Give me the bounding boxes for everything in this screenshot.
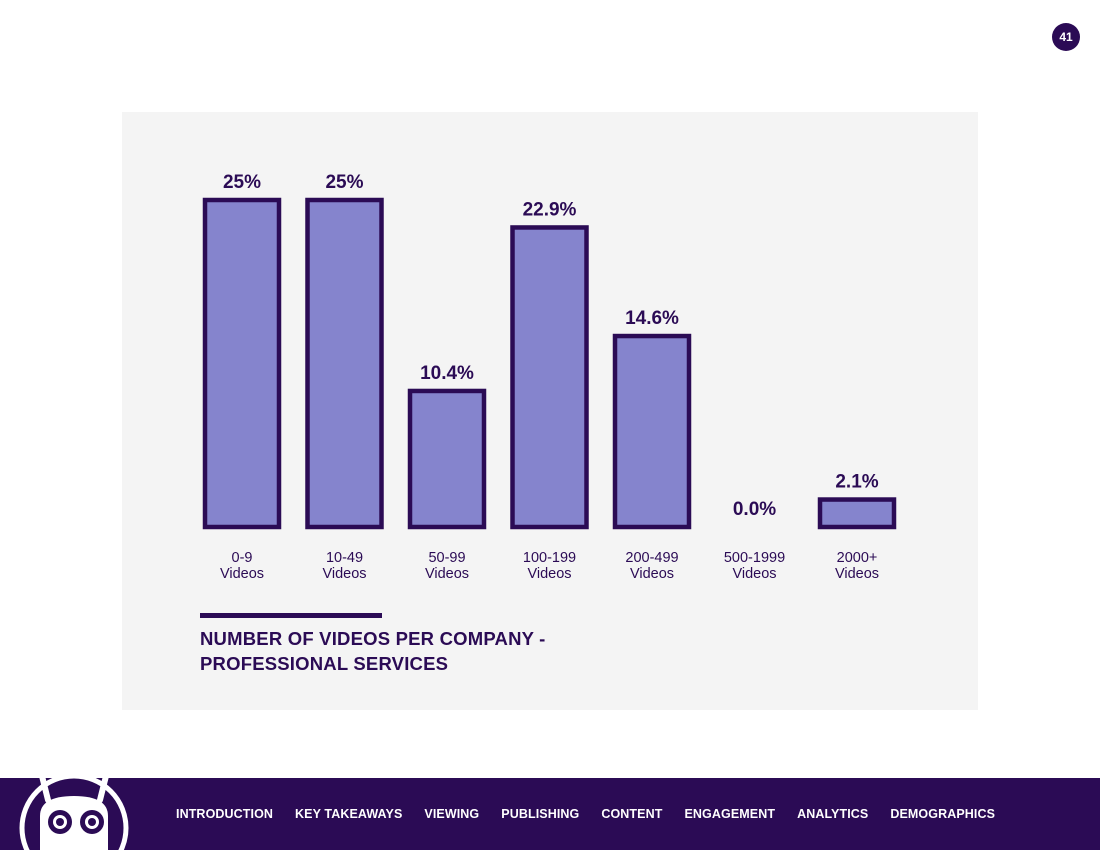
- category-label-2000+-line-1: 2000+: [837, 550, 878, 566]
- category-label-2000+-line-2: Videos: [835, 566, 879, 582]
- nav-content[interactable]: CONTENT: [601, 807, 663, 821]
- nav-engagement[interactable]: ENGAGEMENT: [684, 807, 776, 821]
- category-label-500-1999-line-1: 500-1999: [724, 550, 785, 566]
- category-label-50-99-line-2: Videos: [425, 566, 469, 582]
- chart-title-line-2: PROFESSIONAL SERVICES: [200, 653, 449, 674]
- nav-key-takeaways[interactable]: KEY TAKEAWAYS: [295, 807, 403, 821]
- bar-50-99: [407, 388, 487, 530]
- category-label-10-49-line-1: 10-49: [326, 550, 363, 566]
- value-label-10-49: 25%: [325, 172, 363, 193]
- nav-viewing[interactable]: VIEWING: [424, 807, 480, 821]
- category-label-100-199-line-1: 100-199: [523, 550, 576, 566]
- mascot-logo-icon: [19, 778, 129, 850]
- nav-introduction[interactable]: INTRODUCTION: [176, 807, 274, 821]
- section-nav: INTRODUCTION KEY TAKEAWAYS VIEWING PUBLI…: [165, 778, 1006, 850]
- chart-title-line-1: NUMBER OF VIDEOS PER COMPANY -: [200, 628, 546, 649]
- value-label-100-199: 22.9%: [523, 199, 577, 220]
- bar-100-199: [510, 225, 589, 530]
- category-label-500-1999-line-2: Videos: [732, 566, 776, 582]
- category-label-200-499-line-1: 200-499: [625, 550, 678, 566]
- category-label-50-99-line-1: 50-99: [428, 550, 465, 566]
- footer-nav-bar: INTRODUCTION KEY TAKEAWAYS VIEWING PUBLI…: [0, 778, 1100, 850]
- nav-analytics[interactable]: ANALYTICS: [797, 807, 869, 821]
- category-label-100-199-line-2: Videos: [527, 566, 571, 582]
- page-number-badge: 41: [1052, 23, 1080, 51]
- bar-chart: 25%0-9Videos25%10-49Videos10.4%50-99Vide…: [202, 172, 897, 582]
- chart-title: NUMBER OF VIDEOS PER COMPANY - PROFESSIO…: [200, 626, 620, 676]
- bar-0-9: [202, 197, 282, 530]
- value-label-500-1999: 0.0%: [733, 499, 776, 520]
- bar-2000+: [817, 497, 897, 530]
- value-label-0-9: 25%: [223, 172, 261, 193]
- nav-publishing[interactable]: PUBLISHING: [501, 807, 580, 821]
- bar-200-499: [612, 333, 692, 530]
- category-label-200-499-line-2: Videos: [630, 566, 674, 582]
- value-label-200-499: 14.6%: [625, 308, 679, 329]
- value-label-2000+: 2.1%: [835, 472, 878, 493]
- category-label-10-49-line-2: Videos: [322, 566, 366, 582]
- title-rule: [200, 613, 382, 618]
- page-number: 41: [1059, 30, 1073, 44]
- category-label-0-9-line-2: Videos: [220, 566, 264, 582]
- category-label-0-9-line-1: 0-9: [232, 550, 253, 566]
- value-label-50-99: 10.4%: [420, 363, 474, 384]
- bar-10-49: [305, 197, 384, 530]
- nav-demographics[interactable]: DEMOGRAPHICS: [890, 807, 996, 821]
